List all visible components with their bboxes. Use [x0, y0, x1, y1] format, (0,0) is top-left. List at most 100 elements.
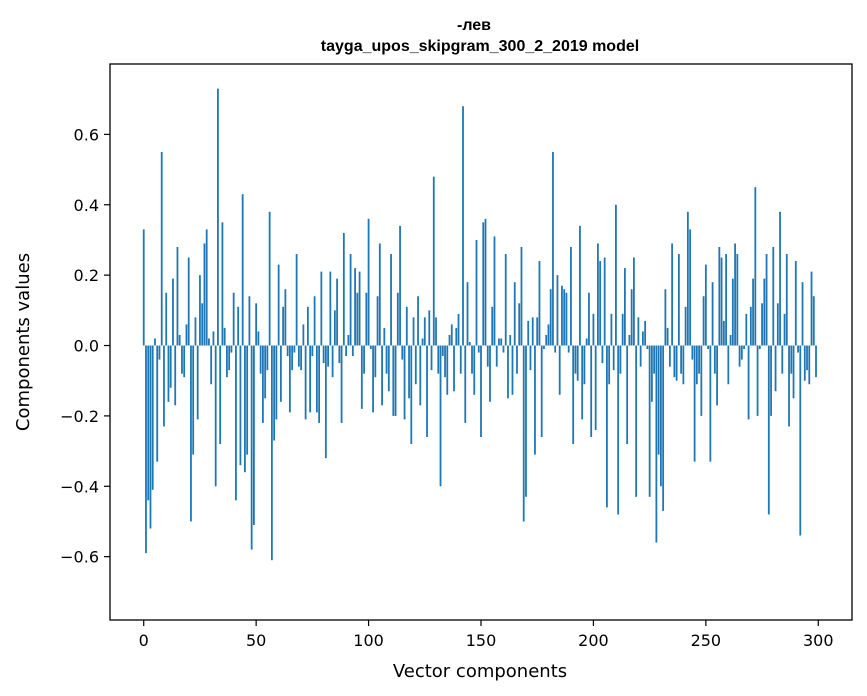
bar: [419, 345, 422, 406]
bar: [655, 345, 658, 543]
bar: [435, 317, 437, 346]
bar: [797, 345, 799, 353]
bar: [462, 106, 464, 346]
bar: [531, 317, 534, 346]
bar: [354, 268, 356, 346]
bar: [680, 345, 683, 374]
bar: [806, 345, 808, 371]
bar: [570, 246, 572, 346]
bar: [722, 320, 725, 346]
bar: [574, 345, 577, 374]
bar: [203, 243, 206, 346]
bar: [178, 334, 181, 346]
bar: [716, 345, 718, 406]
bar: [351, 345, 354, 357]
bar: [347, 334, 350, 346]
bar: [576, 345, 579, 381]
bar: [473, 345, 476, 395]
bar: [477, 345, 480, 353]
bar: [482, 222, 485, 346]
bar: [208, 338, 210, 346]
bar: [765, 254, 768, 346]
bar: [648, 345, 651, 497]
bar: [165, 292, 168, 346]
bar: [767, 345, 770, 515]
bar: [369, 345, 372, 350]
bar: [410, 345, 413, 445]
bar: [536, 317, 539, 346]
bar: [543, 345, 545, 350]
bar: [653, 345, 656, 374]
bar: [295, 254, 298, 346]
bar: [684, 306, 687, 346]
bar: [689, 229, 692, 346]
bar: [743, 345, 745, 350]
bar: [509, 334, 512, 346]
bar: [659, 345, 662, 487]
bar: [815, 345, 817, 378]
x-tick-label: 200: [578, 631, 609, 650]
bar: [336, 278, 338, 346]
bar: [151, 345, 154, 490]
bar: [372, 345, 374, 413]
bar: [459, 345, 462, 374]
bar: [790, 345, 793, 374]
bar: [516, 345, 518, 374]
bar: [145, 345, 147, 554]
bar: [174, 345, 177, 406]
bar: [374, 345, 377, 378]
bar: [154, 338, 156, 346]
bar: [408, 345, 410, 399]
bar: [190, 345, 192, 522]
bar: [619, 345, 622, 374]
bar: [259, 345, 262, 374]
bar: [446, 345, 449, 395]
bar: [774, 345, 777, 392]
y-axis-label: Components values: [13, 253, 34, 431]
bar: [221, 222, 224, 346]
bar: [455, 327, 458, 346]
bar: [738, 345, 741, 367]
bar: [394, 345, 397, 416]
bar: [583, 345, 586, 385]
bar: [457, 313, 460, 346]
bar: [475, 239, 478, 346]
y-tick-label: 0.6: [74, 125, 99, 144]
bar: [210, 345, 213, 385]
bar: [686, 211, 689, 346]
bar: [745, 313, 748, 346]
bar: [529, 345, 532, 371]
bar: [673, 345, 676, 378]
x-tick-label: 0: [139, 631, 149, 650]
bar: [309, 345, 312, 413]
bar: [277, 264, 280, 346]
bar: [288, 345, 291, 413]
bar: [158, 345, 161, 360]
bar: [729, 334, 732, 346]
bar: [306, 306, 309, 346]
bar: [176, 246, 179, 346]
bar: [549, 289, 552, 346]
bar: [664, 289, 667, 346]
bar: [340, 345, 343, 423]
plot-frame: [109, 63, 853, 621]
bar: [331, 345, 334, 378]
bar: [365, 292, 368, 346]
bar: [293, 345, 296, 353]
y-tick-label: 0.2: [74, 266, 99, 285]
bar: [626, 345, 629, 445]
bar: [282, 306, 285, 346]
bar: [399, 225, 401, 346]
bar: [387, 345, 390, 392]
bar: [367, 218, 370, 346]
bar: [540, 345, 543, 438]
bar: [275, 345, 278, 420]
bar: [500, 338, 503, 346]
bar: [230, 345, 233, 353]
bar: [441, 345, 444, 357]
bar: [783, 313, 786, 346]
bar: [740, 345, 743, 360]
bar: [534, 345, 536, 455]
bar: [160, 151, 163, 346]
bar: [392, 345, 395, 416]
